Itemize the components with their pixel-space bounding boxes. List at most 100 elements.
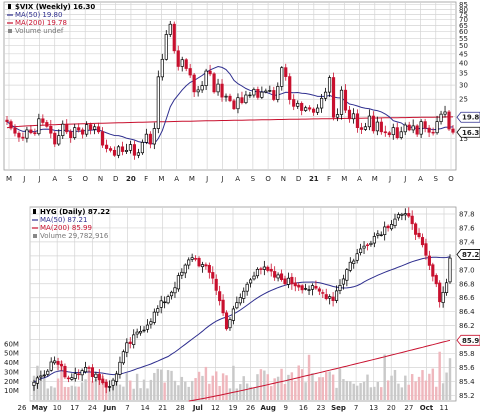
x-tick-label: 26 xyxy=(18,404,27,412)
volume-bar xyxy=(115,372,118,400)
candle-body xyxy=(180,59,184,67)
hyg-panel: 85.285.485.685.886.086.286.486.686.887.0… xyxy=(4,206,480,412)
x-tick-label: 12 xyxy=(211,404,220,412)
price-tag-label: 16.30 xyxy=(462,129,480,137)
candle-body xyxy=(190,257,194,260)
candle-body xyxy=(248,94,252,97)
volume-bar xyxy=(297,365,300,400)
volume-bar xyxy=(129,380,132,400)
candle-body xyxy=(118,361,122,375)
candle-body xyxy=(369,242,373,245)
legend-label: HYG (Daily) 87.22 xyxy=(40,208,110,216)
candle-body xyxy=(73,373,77,379)
candle-body xyxy=(252,275,256,280)
candle-body xyxy=(347,109,352,120)
volume-bar xyxy=(184,381,187,400)
y-tick-label: 86.4 xyxy=(459,308,475,316)
volume-bar xyxy=(311,373,314,400)
ma200-line xyxy=(188,339,451,402)
candle-body xyxy=(403,124,407,133)
y-tick-label: 25 xyxy=(459,96,468,104)
volume-bar xyxy=(259,369,263,400)
volume-bar xyxy=(448,358,452,400)
candle-body xyxy=(144,133,148,143)
candle-body xyxy=(145,324,150,330)
volume-bar xyxy=(49,386,53,400)
x-tick-label: J xyxy=(22,175,25,183)
candle-body xyxy=(312,108,316,113)
volume-bar xyxy=(355,385,359,400)
volume-bar xyxy=(208,383,211,400)
candle-body xyxy=(395,127,399,139)
candle-body xyxy=(292,99,296,107)
candle-body xyxy=(293,282,297,287)
candle-body xyxy=(375,121,379,132)
candle-body xyxy=(59,363,64,367)
candle-body xyxy=(396,214,401,219)
price-tag-box xyxy=(456,111,480,123)
candle-body xyxy=(290,276,294,285)
volume-bar xyxy=(108,386,111,400)
y-tick-label: 45 xyxy=(459,50,468,58)
volume-bar xyxy=(380,387,383,400)
candle-body xyxy=(367,115,371,128)
candle-body xyxy=(94,373,98,378)
candle-body xyxy=(65,123,69,133)
candle-body xyxy=(288,76,292,100)
candle-body xyxy=(46,370,50,375)
candle-body xyxy=(260,91,264,98)
volume-bar xyxy=(283,384,287,400)
candle-body xyxy=(128,144,133,151)
candle-body xyxy=(32,381,36,386)
volume-bar xyxy=(417,376,421,400)
candle-body xyxy=(184,59,188,69)
price-tag-box xyxy=(456,334,480,346)
candle-body xyxy=(341,278,345,285)
volume-bar xyxy=(390,375,393,400)
candle-body xyxy=(310,285,315,290)
volume-bar xyxy=(91,381,94,400)
volume-bar xyxy=(159,369,163,400)
volume-bar xyxy=(338,368,342,400)
volume-bar xyxy=(122,386,125,400)
candle-body xyxy=(372,236,376,244)
candle-body xyxy=(197,257,201,267)
volume-bar xyxy=(125,373,129,400)
candle-body xyxy=(339,89,344,115)
y-tick-label: 85.8 xyxy=(459,350,475,358)
volume-bar xyxy=(366,374,369,400)
y-tick-label: 87.8 xyxy=(459,210,475,218)
candle-body xyxy=(204,70,208,86)
candle-body xyxy=(56,361,60,365)
candle-body xyxy=(77,373,81,376)
candle-body xyxy=(112,149,117,156)
volume-bar xyxy=(290,372,294,400)
x-tick-label: O xyxy=(448,175,454,183)
x-tick-label: N xyxy=(281,175,286,183)
volume-bar xyxy=(74,386,77,400)
x-tick-label: J xyxy=(403,175,406,183)
x-tick-label: 11 xyxy=(440,404,449,412)
candle-body xyxy=(196,89,200,93)
candle-body xyxy=(192,74,196,93)
candle-body xyxy=(49,125,53,134)
volume-bar xyxy=(80,382,84,400)
volume-bar xyxy=(335,387,338,400)
y-tick-label: 80 xyxy=(459,6,468,14)
candle-body xyxy=(415,125,419,135)
y-tick-label: 87.6 xyxy=(459,224,475,232)
x-tick-label: May xyxy=(32,404,48,412)
x-tick-label: A xyxy=(418,175,423,183)
volume-bar xyxy=(60,360,63,400)
volume-bar xyxy=(352,383,355,400)
candle-body xyxy=(431,264,435,277)
candle-body xyxy=(307,289,311,291)
price-tag-label: 19.80 xyxy=(462,114,480,122)
candle-body xyxy=(286,277,290,285)
x-tick-label: J xyxy=(388,175,391,183)
x-tick-label: 17 xyxy=(70,404,79,412)
candle-body xyxy=(272,90,276,100)
candle-body xyxy=(125,342,129,353)
candle-body xyxy=(424,243,428,256)
